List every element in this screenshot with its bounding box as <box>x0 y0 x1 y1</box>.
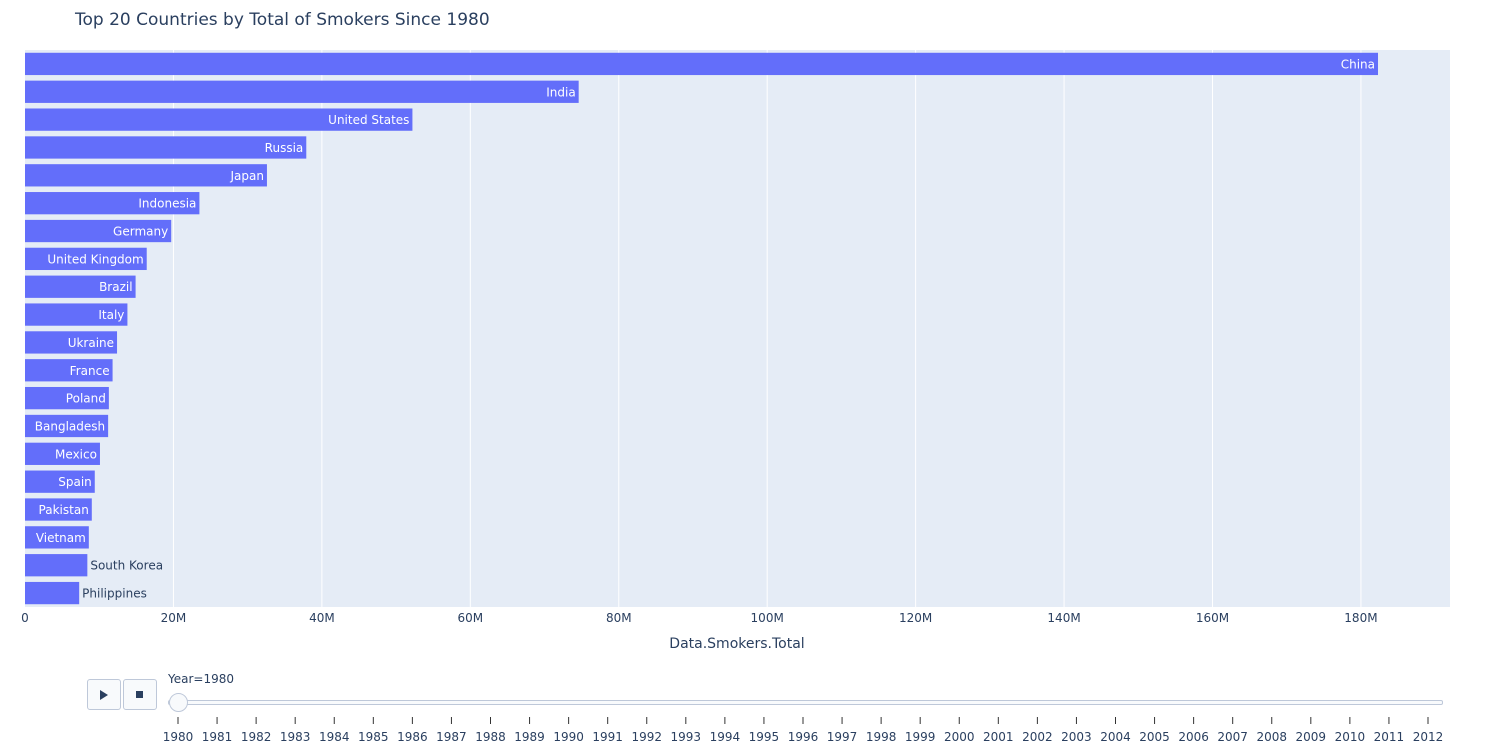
bar <box>25 331 118 354</box>
bar-label: Bangladesh <box>35 419 105 433</box>
bar <box>25 442 100 465</box>
slider-step-label[interactable]: 1997 <box>827 730 858 744</box>
bar-label: Germany <box>113 225 168 239</box>
year-slider-handle[interactable] <box>168 693 188 712</box>
slider-step-label[interactable]: 2007 <box>1217 730 1248 744</box>
bar-label: Pakistan <box>39 503 89 517</box>
bar <box>25 386 109 410</box>
slider-step-label[interactable]: 1981 <box>202 730 233 744</box>
slider-step-label[interactable]: 2001 <box>983 730 1014 744</box>
bar-label: Spain <box>58 475 92 489</box>
slider-step-label[interactable]: 2005 <box>1139 730 1170 744</box>
slider-step-label[interactable]: 2006 <box>1178 730 1209 744</box>
year-slider-track[interactable] <box>168 700 1443 705</box>
slider-step-label[interactable]: 1994 <box>710 730 741 744</box>
bar-label: Japan <box>229 169 263 183</box>
slider-step-label[interactable]: 1992 <box>631 730 662 744</box>
play-button[interactable] <box>87 679 121 710</box>
slider-step-label[interactable]: 1988 <box>475 730 506 744</box>
gridlines <box>172 50 1362 607</box>
bar <box>25 275 136 298</box>
slider-step-label[interactable]: 1998 <box>866 730 897 744</box>
slider-step-label[interactable]: 1986 <box>397 730 428 744</box>
slider-step-label[interactable]: 2010 <box>1335 730 1366 744</box>
slider-step-label[interactable]: 2008 <box>1256 730 1287 744</box>
bar <box>25 498 92 521</box>
bar <box>25 219 172 243</box>
x-axis-title: Data.Smokers.Total <box>669 636 804 652</box>
x-tick-label: 80M <box>606 611 632 625</box>
bar <box>25 303 128 326</box>
bar-label: India <box>546 85 575 99</box>
bar-label: Indonesia <box>138 197 196 211</box>
slider-step-label[interactable]: 1987 <box>436 730 467 744</box>
slider-step-label[interactable]: 2011 <box>1374 730 1405 744</box>
slider-step-label[interactable]: 2002 <box>1022 730 1053 744</box>
bar <box>25 247 147 271</box>
x-tick-label: 40M <box>309 611 335 625</box>
slider-step-label[interactable]: 1983 <box>280 730 311 744</box>
slider-step-label[interactable]: 1984 <box>319 730 350 744</box>
x-tick-label: 180M <box>1344 611 1377 625</box>
x-tick-label: 60M <box>458 611 484 625</box>
slider-step-label[interactable]: 1991 <box>592 730 623 744</box>
bar-label: United States <box>328 113 409 127</box>
bar <box>25 581 80 605</box>
bar <box>25 136 307 159</box>
slider-step-label[interactable]: 1980 <box>163 730 194 744</box>
slider-step-label[interactable]: 1990 <box>553 730 584 744</box>
x-tick-label: 100M <box>751 611 784 625</box>
chart-title: Top 20 Countries by Total of Smokers Sin… <box>74 10 490 30</box>
x-tick-label: 20M <box>161 611 187 625</box>
bar-label: South Korea <box>90 559 163 573</box>
bar-label: China <box>1341 57 1375 71</box>
slider-current-value: Year=1980 <box>168 672 234 686</box>
plot-area <box>25 50 1450 607</box>
slider-step-label[interactable]: 1982 <box>241 730 272 744</box>
bar-label: Philippines <box>82 587 147 601</box>
slider-step-label[interactable]: 2003 <box>1061 730 1092 744</box>
bar <box>25 414 109 438</box>
bar <box>25 359 113 382</box>
bar-label: Italy <box>98 308 124 322</box>
bar <box>25 554 88 577</box>
x-tick-label: 120M <box>899 611 932 625</box>
bar-label: Ukraine <box>68 336 114 350</box>
bar-label: Russia <box>265 141 304 155</box>
slider-step-label[interactable]: 2000 <box>944 730 975 744</box>
slider-step-label[interactable]: 1996 <box>788 730 819 744</box>
bar-label: France <box>70 364 110 378</box>
bar <box>25 470 95 493</box>
play-icon <box>100 689 108 700</box>
bar-label: Brazil <box>99 280 133 294</box>
slider-step-label[interactable]: 1989 <box>514 730 545 744</box>
slider-step-label[interactable]: 1999 <box>905 730 936 744</box>
slider-step-label[interactable]: 2009 <box>1296 730 1327 744</box>
bar <box>25 52 1379 76</box>
x-tick-label: 140M <box>1047 611 1080 625</box>
slider-step-label[interactable]: 1985 <box>358 730 389 744</box>
bar <box>25 80 579 103</box>
x-axis-ticks: 0 20M 40M 60M 80M 100M 120M 140M 160M 180M <box>21 611 1377 625</box>
slider-step-label[interactable]: 2004 <box>1100 730 1131 744</box>
bar-label: Poland <box>66 392 106 406</box>
stop-icon <box>136 690 143 698</box>
slider-step-label[interactable]: 1995 <box>749 730 780 744</box>
slider-step-label[interactable]: 1993 <box>671 730 702 744</box>
slider-ticks: 1980 1981 1982 1983 1984 1985 1986 1987 1988 1989… <box>163 717 1444 744</box>
bar <box>25 526 89 549</box>
x-tick-label: 0 <box>21 611 29 625</box>
bar-label: Mexico <box>55 447 97 461</box>
bar <box>25 192 200 215</box>
stop-button[interactable] <box>123 679 157 710</box>
slider-step-label[interactable]: 2012 <box>1413 730 1444 744</box>
bar-label: Vietnam <box>36 531 86 545</box>
bar <box>25 108 413 131</box>
x-tick-label: 160M <box>1196 611 1229 625</box>
bar <box>25 164 267 187</box>
bar-label: United Kingdom <box>47 252 143 266</box>
bars <box>25 52 1379 605</box>
